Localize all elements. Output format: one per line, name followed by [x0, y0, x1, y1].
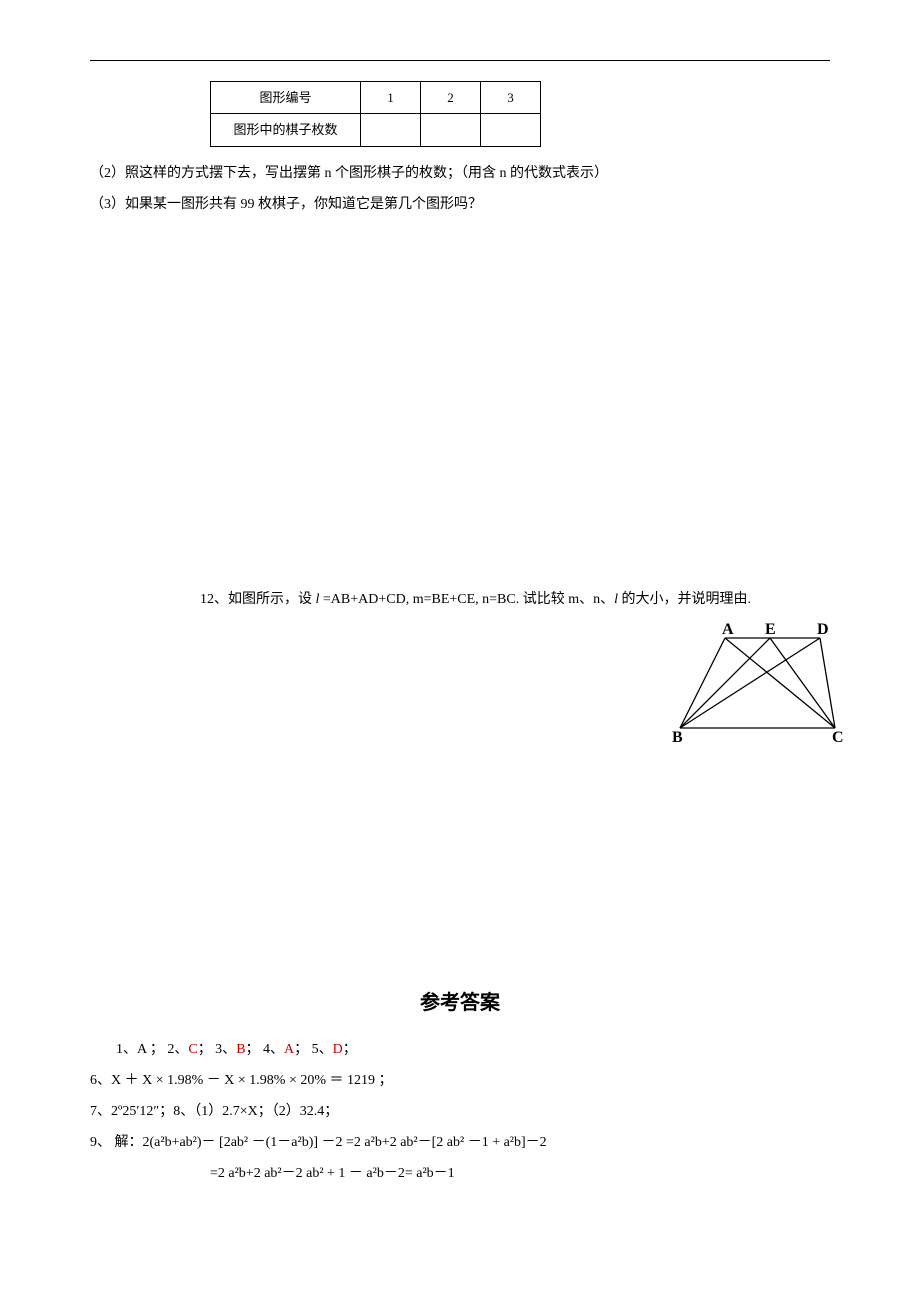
text: ； [343, 1042, 357, 1057]
answer-7-8: 7、2º25′12″；8、（1）2.7×X；（2）32.4； [90, 1099, 830, 1124]
svg-text:C: C [832, 729, 844, 745]
text: ； 4、 [246, 1042, 285, 1057]
question-12: 12、如图所示，设 l =AB+AD+CD, m=BE+CE, n=BC. 试比… [200, 587, 830, 754]
geometry-figure: AEDBC [670, 620, 830, 754]
answer-value: D [333, 1042, 343, 1057]
answer-6: 6、X ＋ X × 1.98% － X × 1.98% × 20% ＝ 1219… [90, 1068, 830, 1093]
svg-text:D: D [817, 621, 829, 638]
table-cell [481, 114, 541, 146]
table-cell [361, 114, 421, 146]
question-2: （2）照这样的方式摆下去，写出摆第 n 个图形棋子的枚数；（用含 n 的代数式表… [90, 161, 830, 186]
svg-text:A: A [722, 621, 734, 638]
table-cell: 2 [421, 82, 481, 114]
table-row: 图形中的棋子枚数 [211, 114, 541, 146]
question-12-text: 12、如图所示，设 l =AB+AD+CD, m=BE+CE, n=BC. 试比… [200, 587, 830, 612]
answer-9-b: =2 a²b+2 ab²－2 ab² + 1 － a²b－2= a²b－1 [210, 1161, 830, 1186]
text: 12、如图所示，设 [200, 592, 316, 607]
answer-value: C [188, 1042, 197, 1057]
row-label: 图形中的棋子枚数 [211, 114, 361, 146]
answer-9-a: 9、 解：2(a²b+ab²)－ [2ab² －(1－a²b)] －2 =2 a… [90, 1130, 830, 1155]
text: ； 3、 [198, 1042, 237, 1057]
row-label: 图形编号 [211, 82, 361, 114]
table-cell: 1 [361, 82, 421, 114]
table-cell [421, 114, 481, 146]
answers-title: 参考答案 [90, 985, 830, 1021]
text: =AB+AD+CD, m=BE+CE, n=BC. 试比较 m、n、 [319, 592, 614, 607]
answer-1-5: 1、A ； 2、C； 3、B； 4、A； 5、D； [116, 1037, 830, 1062]
geometry-svg: A E D B C [670, 620, 855, 745]
text: 1、A ； 2、 [116, 1042, 188, 1057]
svg-text:E: E [765, 621, 776, 638]
answer-value: A [284, 1042, 294, 1057]
answer-value: B [236, 1042, 245, 1057]
text: 的大小，并说明理由. [618, 592, 751, 607]
question-3: （3）如果某一图形共有 99 枚棋子，你知道它是第几个图形吗？ [90, 192, 830, 217]
top-rule [90, 60, 830, 61]
pieces-table: 图形编号 1 2 3 图形中的棋子枚数 [210, 81, 541, 147]
svg-text:B: B [672, 729, 683, 745]
table-row: 图形编号 1 2 3 [211, 82, 541, 114]
table-cell: 3 [481, 82, 541, 114]
text: ； 5、 [294, 1042, 333, 1057]
